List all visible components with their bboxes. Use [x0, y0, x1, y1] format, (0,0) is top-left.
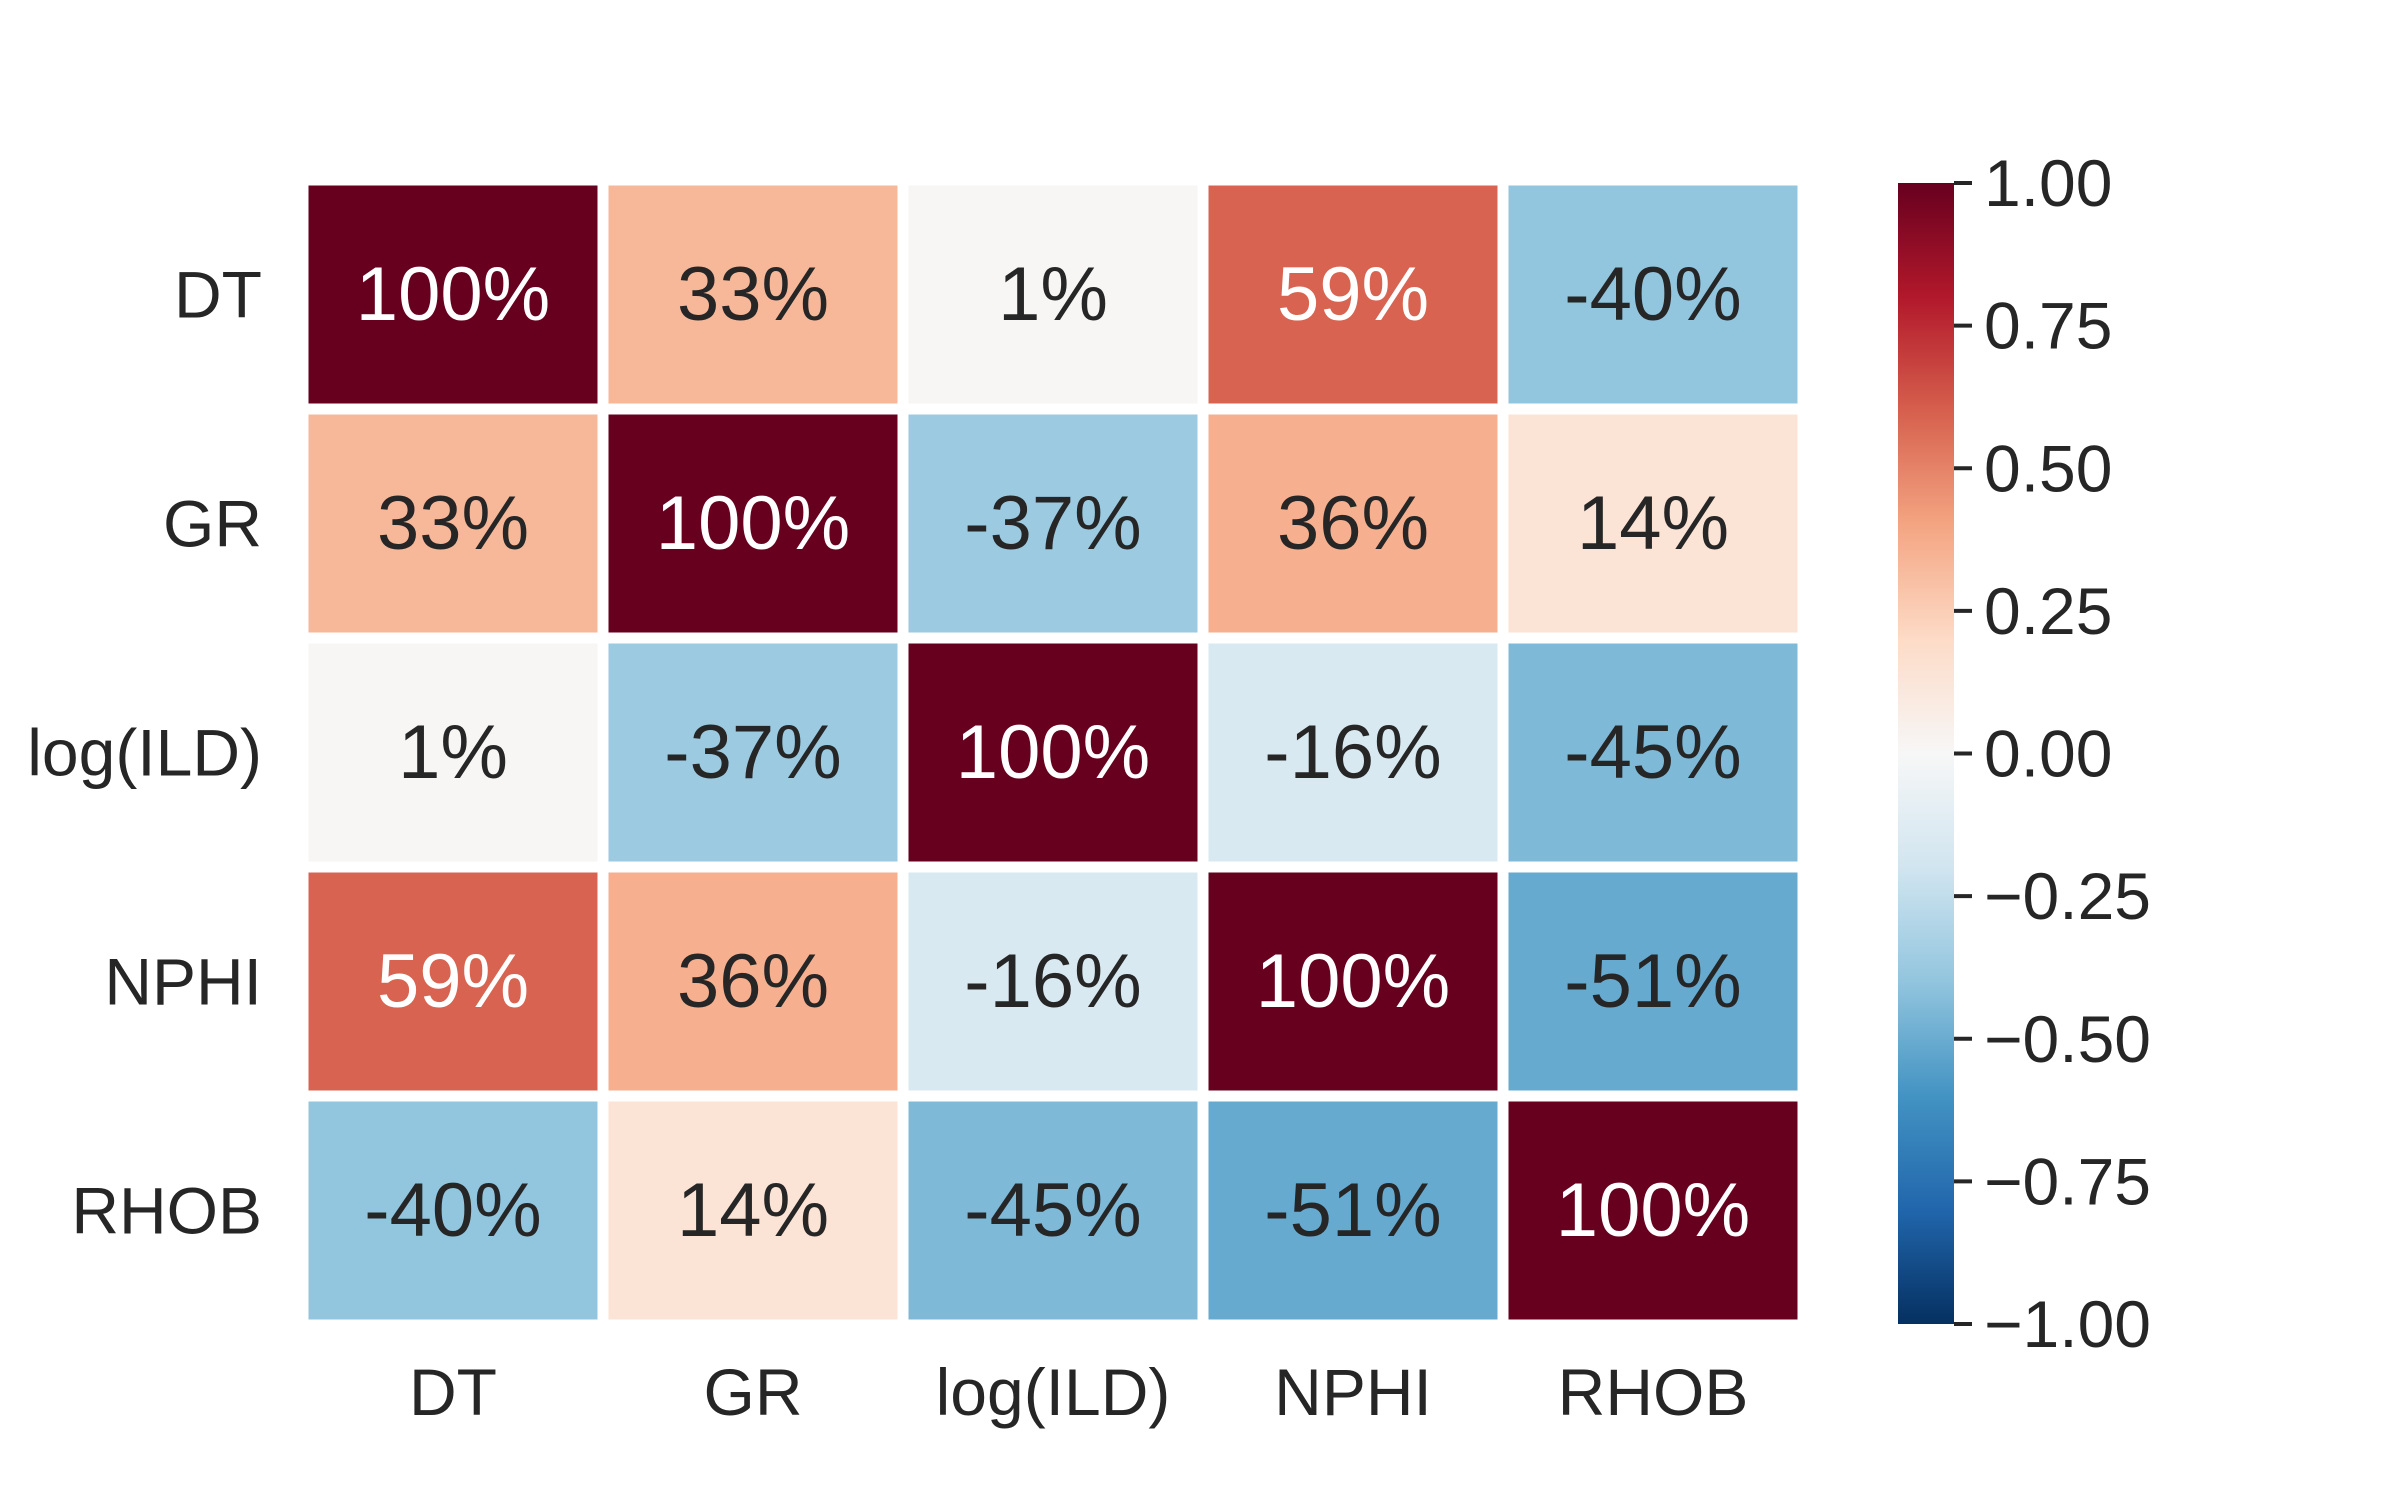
heatmap-cell-3-2: [908, 872, 1198, 1091]
colorbar-tick-label: −1.00: [1984, 1287, 2151, 1361]
heatmap-annotation-1-2: -37%: [964, 481, 1141, 566]
heatmap-cell-2-4: [1508, 643, 1798, 862]
heatmap-cell-0-3: [1208, 185, 1498, 404]
heatmap-cell-4-4: [1508, 1101, 1798, 1320]
heatmap-cell-4-3: [1208, 1101, 1498, 1320]
colorbar-tick-label: −0.25: [1984, 859, 2151, 933]
y-tick-label: DT: [174, 258, 262, 332]
heatmap-annotations: 100% 33% 1% 59% -40% 33% 100% -37% 36% 14% 1% -37% 1…: [356, 252, 1750, 1253]
heatmap-cell-3-1: [608, 872, 898, 1091]
colorbar-tick-label: −0.50: [1984, 1002, 2151, 1076]
heatmap-annotation-2-0: 1%: [398, 710, 508, 795]
heatmap-cell-1-2: [908, 414, 1198, 633]
x-axis-tick-labels: DT GR log(ILD) NPHI RHOB: [409, 1355, 1748, 1429]
heatmap-cell-1-3: [1208, 414, 1498, 633]
heatmap-cell-0-1: [608, 185, 898, 404]
heatmap-annotation-0-3: 59%: [1277, 252, 1429, 337]
heatmap-cell-3-0: [308, 872, 598, 1091]
heatmap-cell-3-4: [1508, 872, 1798, 1091]
heatmap-annotation-3-2: -16%: [964, 939, 1141, 1024]
x-tick-label: GR: [704, 1355, 803, 1429]
x-tick-label: DT: [409, 1355, 497, 1429]
x-tick-label: RHOB: [1558, 1355, 1749, 1429]
heatmap-annotation-3-1: 36%: [677, 939, 829, 1024]
heatmap-cell-3-3: [1208, 872, 1498, 1091]
heatmap-cell-0-0: [308, 185, 598, 404]
heatmap-annotation-4-2: -45%: [964, 1168, 1141, 1253]
heatmap-cell-2-1: [608, 643, 898, 862]
heatmap-cell-4-1: [608, 1101, 898, 1320]
colorbar: 1.00 0.75 0.50 0.25 0.00 −0.25 −0.50 −0.75 −1.00: [1898, 146, 2151, 1361]
x-tick-label: log(ILD): [936, 1355, 1171, 1429]
colorbar-tick-label: −0.75: [1984, 1144, 2151, 1218]
colorbar-tick-label: 1.00: [1984, 146, 2112, 220]
heatmap-annotation-0-2: 1%: [998, 252, 1108, 337]
heatmap-annotation-2-4: -45%: [1564, 710, 1741, 795]
heatmap-annotation-3-3: 100%: [1256, 939, 1450, 1024]
y-tick-label: log(ILD): [27, 716, 262, 790]
heatmap-cell-1-0: [308, 414, 598, 633]
colorbar-tick-label: 0.25: [1984, 574, 2112, 648]
y-tick-label: NPHI: [104, 945, 262, 1019]
colorbar-tick-label: 0.00: [1984, 717, 2112, 791]
heatmap-annotation-0-1: 33%: [677, 252, 829, 337]
heatmap-annotation-2-1: -37%: [664, 710, 841, 795]
heatmap-cell-1-1: [608, 414, 898, 633]
heatmap-cell-0-4: [1508, 185, 1798, 404]
heatmap-annotation-1-1: 100%: [656, 481, 850, 566]
heatmap-cell-1-4: [1508, 414, 1798, 633]
heatmap-annotation-0-4: -40%: [1564, 252, 1741, 337]
heatmap-cell-2-3: [1208, 643, 1498, 862]
x-tick-label: NPHI: [1274, 1355, 1432, 1429]
y-tick-label: RHOB: [71, 1174, 262, 1248]
colorbar-ticks: 1.00 0.75 0.50 0.25 0.00 −0.25 −0.50 −0.75 −1.00: [1954, 146, 2151, 1361]
heatmap-annotation-3-0: 59%: [377, 939, 529, 1024]
colorbar-gradient: [1898, 183, 1954, 1324]
heatmap-annotation-1-4: 14%: [1577, 481, 1729, 566]
heatmap-cell-4-0: [308, 1101, 598, 1320]
heatmap-cell-2-2: [908, 643, 1198, 862]
heatmap-annotation-4-3: -51%: [1264, 1168, 1441, 1253]
heatmap-annotation-2-2: 100%: [956, 710, 1150, 795]
colorbar-tick-label: 0.75: [1984, 289, 2112, 363]
heatmap-annotation-4-1: 14%: [677, 1168, 829, 1253]
heatmap-cell-0-2: [908, 185, 1198, 404]
heatmap-annotation-3-4: -51%: [1564, 939, 1741, 1024]
heatmap-annotation-1-3: 36%: [1277, 481, 1429, 566]
heatmap-cells: [308, 185, 1798, 1320]
y-tick-label: GR: [163, 487, 262, 561]
heatmap-cell-4-2: [908, 1101, 1198, 1320]
heatmap-annotation-1-0: 33%: [377, 481, 529, 566]
heatmap-annotation-4-4: 100%: [1556, 1168, 1750, 1253]
y-axis-tick-labels: DT GR log(ILD) NPHI RHOB: [27, 258, 262, 1248]
heatmap-annotation-2-3: -16%: [1264, 710, 1441, 795]
heatmap-annotation-4-0: -40%: [364, 1168, 541, 1253]
heatmap-annotation-0-0: 100%: [356, 252, 550, 337]
heatmap-cell-2-0: [308, 643, 598, 862]
colorbar-tick-label: 0.50: [1984, 431, 2112, 505]
